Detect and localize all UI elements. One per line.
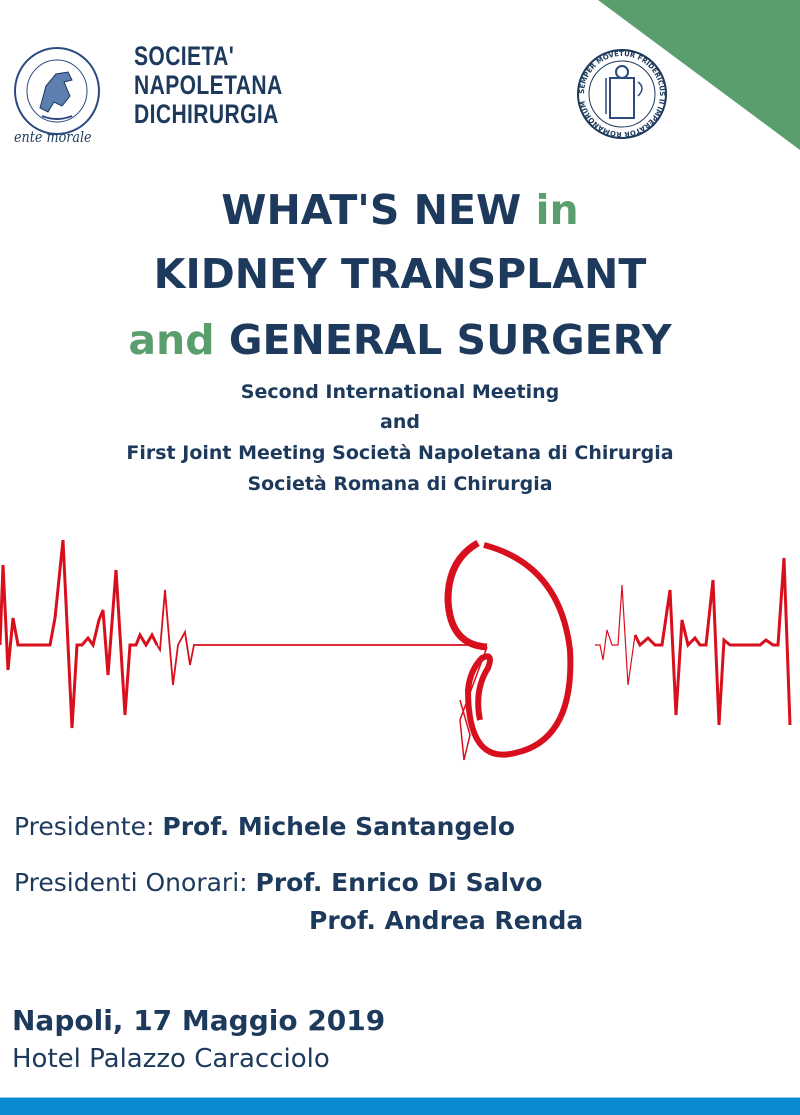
event-venue: Hotel Palazzo Caracciolo — [12, 1044, 330, 1074]
title-line-2: KIDNEY TRANSPLANT — [153, 250, 647, 298]
honorary-presidents-line: Presidenti Onorari: Prof. Enrico Di Salv… — [14, 868, 542, 897]
society-name-line: SOCIETA' — [134, 41, 235, 71]
green-corner-decoration — [598, 0, 800, 150]
president-line: Presidente: Prof. Michele Santangelo — [14, 812, 515, 841]
university-seal-logo: SEMPER MOVETUR FRIDERICUS II IMPERATOR R… — [577, 49, 667, 139]
subtitle-line: Second International Meeting — [240, 381, 560, 403]
footer-bar — [0, 1097, 800, 1115]
subtitle-line: and — [380, 411, 420, 433]
title-text: WHAT'S NEW — [221, 186, 536, 234]
society-horse-logo — [14, 47, 100, 135]
subtitle-line: First Joint Meeting Società Napoletana d… — [126, 442, 674, 464]
society-name-line: DICHIRURGIA — [134, 99, 279, 129]
title-text: GENERAL SURGERY — [214, 316, 672, 364]
president-name: Prof. Michele Santangelo — [162, 812, 516, 841]
subtitle-line: Società Romana di Chirurgia — [247, 473, 553, 495]
title-line-3: and GENERAL SURGERY — [0, 316, 800, 364]
honorary-presidents-line-2: Prof. Andrea Renda — [309, 906, 583, 935]
honorary-label: Presidenti Onorari: — [14, 868, 248, 897]
society-name-line: NAPOLETANA — [134, 70, 283, 100]
title-line-1: WHAT'S NEW in — [0, 186, 800, 234]
honorary-president-name: Prof. Enrico Di Salvo — [255, 868, 543, 897]
event-date: Napoli, 17 Maggio 2019 — [12, 1004, 386, 1037]
president-label: Presidente: — [14, 812, 155, 841]
title-accent: in — [535, 186, 579, 234]
title-accent: and — [128, 316, 215, 364]
kidney-ecg-icon — [0, 540, 792, 761]
honorary-president-name: Prof. Andrea Renda — [309, 906, 584, 935]
society-name: SOCIETA' NAPOLETANA DICHIRURGIA — [134, 42, 283, 129]
ente-morale-caption: ente morale — [14, 128, 92, 146]
